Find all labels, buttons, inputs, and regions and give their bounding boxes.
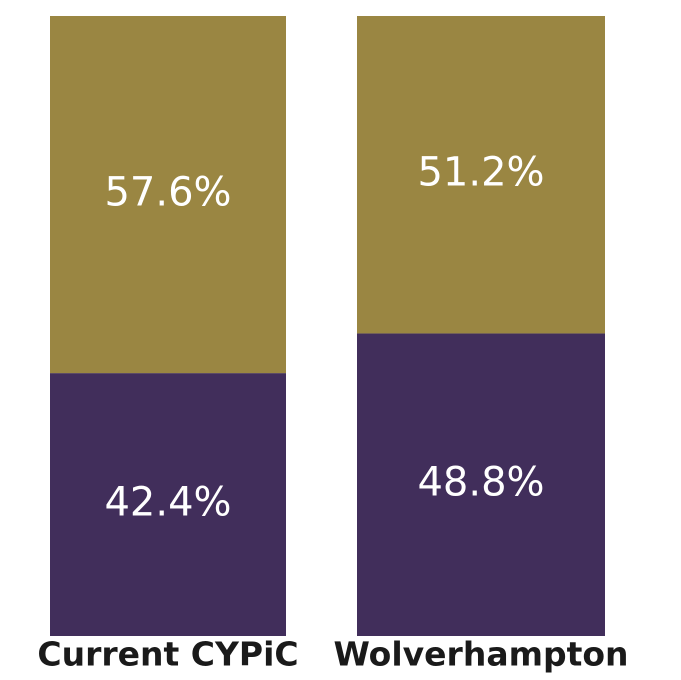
data-label: 57.6% [104,170,231,216]
x-tick-label: Wolverhampton [333,635,628,674]
x-tick-label: Current CYPiC [37,635,298,674]
bar-segment [50,373,286,636]
data-label: 48.8% [417,460,544,506]
data-label: 51.2% [417,150,544,196]
bar-segment [357,16,605,334]
data-label: 42.4% [104,480,231,526]
bar-segment [357,333,605,636]
bar-segment [50,16,286,374]
